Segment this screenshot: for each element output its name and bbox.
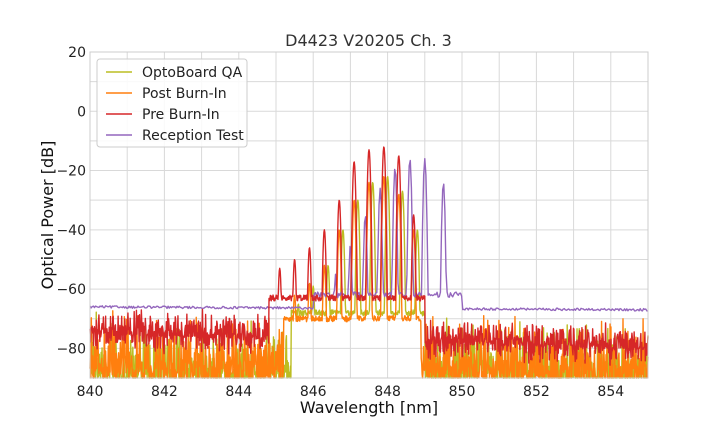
y-tick-label: −20 — [56, 164, 86, 180]
legend-box — [96, 58, 248, 148]
legend-label: Pre Burn-In — [142, 107, 220, 123]
y-tick-label: −80 — [56, 341, 86, 357]
plot-frame — [89, 51, 649, 379]
y-tick-label: 20 — [68, 45, 86, 61]
legend-label: Post Burn-In — [142, 86, 227, 102]
y-axis-label: Optical Power [dB] — [38, 141, 57, 290]
series-line-post-burn-in — [89, 176, 649, 379]
series-line-pre-burn-in — [89, 146, 649, 366]
tick-labels: 840 842 844 846 848 850 852 854 −80 −60 −40 −20 0 20 — [56, 45, 624, 400]
y-tick-label: −40 — [56, 223, 86, 239]
x-tick-label: 850 — [449, 384, 476, 400]
x-tick-label: 852 — [523, 384, 550, 400]
x-tick-label: 842 — [151, 384, 178, 400]
legend-label: OptoBoard QA — [142, 65, 243, 81]
x-tick-label: 846 — [300, 384, 327, 400]
series-group — [89, 146, 649, 379]
x-tick-label: 854 — [597, 384, 624, 400]
y-tick-label: 0 — [77, 104, 86, 120]
legend-label: Reception Test — [142, 128, 244, 144]
x-tick-label: 848 — [374, 384, 401, 400]
series-line-reception-test — [89, 157, 649, 312]
legend: OptoBoard QA Post Burn-In Pre Burn-In Recep… — [96, 58, 248, 148]
x-tick-label: 840 — [77, 384, 104, 400]
x-tick-label: 844 — [225, 384, 252, 400]
chart-title: D4423 V20205 Ch. 3 — [285, 31, 452, 50]
x-axis-label: Wavelength [nm] — [300, 398, 438, 417]
y-tick-label: −60 — [56, 282, 86, 298]
